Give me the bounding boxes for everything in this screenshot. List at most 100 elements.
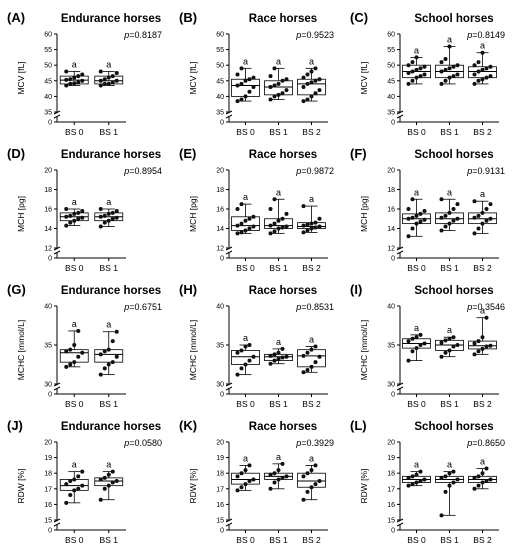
data-point <box>451 218 456 223</box>
significance-letter: a <box>72 460 77 470</box>
data-point <box>455 216 460 221</box>
data-point <box>301 223 306 228</box>
x-tick-label: BS 1 <box>440 535 459 545</box>
data-point <box>239 366 244 371</box>
x-tick-label: BS 0 <box>236 399 255 409</box>
significance-letter: a <box>309 194 314 204</box>
y-tick-label: 50 <box>216 63 224 70</box>
panel-i: (I) School horses p=0.3546 MCHC [mmol/L] 0 30… <box>350 282 505 409</box>
data-point <box>422 217 427 222</box>
data-point <box>406 207 411 211</box>
data-point <box>272 480 277 485</box>
panel-title: Endurance horses <box>61 421 161 433</box>
data-point <box>268 353 273 358</box>
p-value: p=0.8187 <box>123 30 162 40</box>
x-tick-label: BS 1 <box>440 127 459 137</box>
data-point <box>114 78 119 83</box>
data-point <box>251 354 256 359</box>
data-point <box>243 218 248 223</box>
box-group: a BS 2 <box>297 194 326 273</box>
data-point <box>114 208 119 213</box>
data-point <box>472 81 477 86</box>
data-point <box>251 85 256 90</box>
box-group: a BS 1 <box>435 325 464 409</box>
x-tick-label: BS 0 <box>65 127 84 137</box>
data-point <box>439 197 444 202</box>
p-number: =0.8149 <box>472 30 505 40</box>
box-group: a BS 0 <box>402 187 431 273</box>
data-point <box>102 213 107 218</box>
data-point <box>476 69 481 74</box>
box-group: a BS 0 <box>59 59 89 137</box>
data-point <box>239 66 244 71</box>
data-point <box>110 74 115 79</box>
x-tick-label: BS 0 <box>236 263 255 273</box>
y-tick-label: 35 <box>387 343 395 350</box>
data-point <box>472 475 477 480</box>
data-point <box>443 474 448 479</box>
box-group: a BS 0 <box>402 460 431 545</box>
y-tick-label: 35 <box>44 343 52 350</box>
box-group: a BS 0 <box>231 192 260 273</box>
y-tick-label: 40 <box>216 94 224 101</box>
data-point <box>414 213 419 218</box>
data-point <box>472 352 477 357</box>
data-point <box>439 81 444 86</box>
data-point <box>484 218 489 223</box>
p-symbol: p <box>123 302 129 312</box>
data-point <box>313 482 318 487</box>
data-point <box>272 471 277 476</box>
data-point <box>439 228 444 233</box>
x-tick-label: BS 1 <box>269 535 288 545</box>
data-point <box>480 480 485 485</box>
data-point <box>309 221 314 226</box>
y-tick-label: 0 <box>391 392 395 399</box>
significance-letter: a <box>414 45 419 55</box>
data-point <box>476 474 481 479</box>
y-tick-label: 30 <box>216 382 224 389</box>
data-point <box>64 77 69 82</box>
data-point <box>410 60 415 65</box>
data-point <box>447 44 452 49</box>
panel-e: (E) Race horses p=0.9872 MCH [pg] 0 12 14 16 18 2… <box>179 146 334 273</box>
y-axis-label: MCV [fL] <box>359 61 369 94</box>
y-tick-label: 16 <box>387 207 395 214</box>
data-point <box>251 477 256 482</box>
data-point <box>268 231 273 236</box>
data-point <box>110 210 115 215</box>
data-point <box>301 353 306 358</box>
p-symbol: p <box>295 438 301 448</box>
data-point <box>476 483 481 488</box>
box-group: a BS 1 <box>435 34 464 137</box>
data-point <box>272 358 277 363</box>
data-point <box>439 475 444 480</box>
p-symbol: p <box>466 166 472 176</box>
data-point <box>410 226 415 231</box>
data-point <box>80 469 85 474</box>
p-symbol: p <box>123 438 129 448</box>
data-point <box>439 354 444 359</box>
data-point <box>98 477 103 482</box>
panel-title: School horses <box>414 149 493 161</box>
data-point <box>64 83 69 88</box>
significance-letter: a <box>106 460 111 470</box>
y-tick-label: 0 <box>220 256 224 263</box>
panel-title: School horses <box>414 13 493 25</box>
y-tick-label: 0 <box>391 120 395 127</box>
y-axis-label: MCHC [mmol/L] <box>359 320 369 380</box>
data-point <box>110 80 115 85</box>
data-point <box>64 349 69 354</box>
box-group: a BS 1 <box>264 56 293 137</box>
data-point <box>110 216 115 221</box>
data-point <box>313 463 318 468</box>
data-point <box>276 357 281 362</box>
data-point <box>451 74 456 79</box>
y-tick-label: 12 <box>44 246 52 253</box>
y-tick-label: 17 <box>44 486 52 493</box>
y-tick-label: 35 <box>216 110 224 117</box>
data-point <box>451 207 456 211</box>
y-axis-label: RDW [%] <box>359 469 369 504</box>
data-point <box>447 483 452 488</box>
y-axis-label: MCH [pg] <box>359 196 369 232</box>
x-tick-label: BS 2 <box>473 399 492 409</box>
